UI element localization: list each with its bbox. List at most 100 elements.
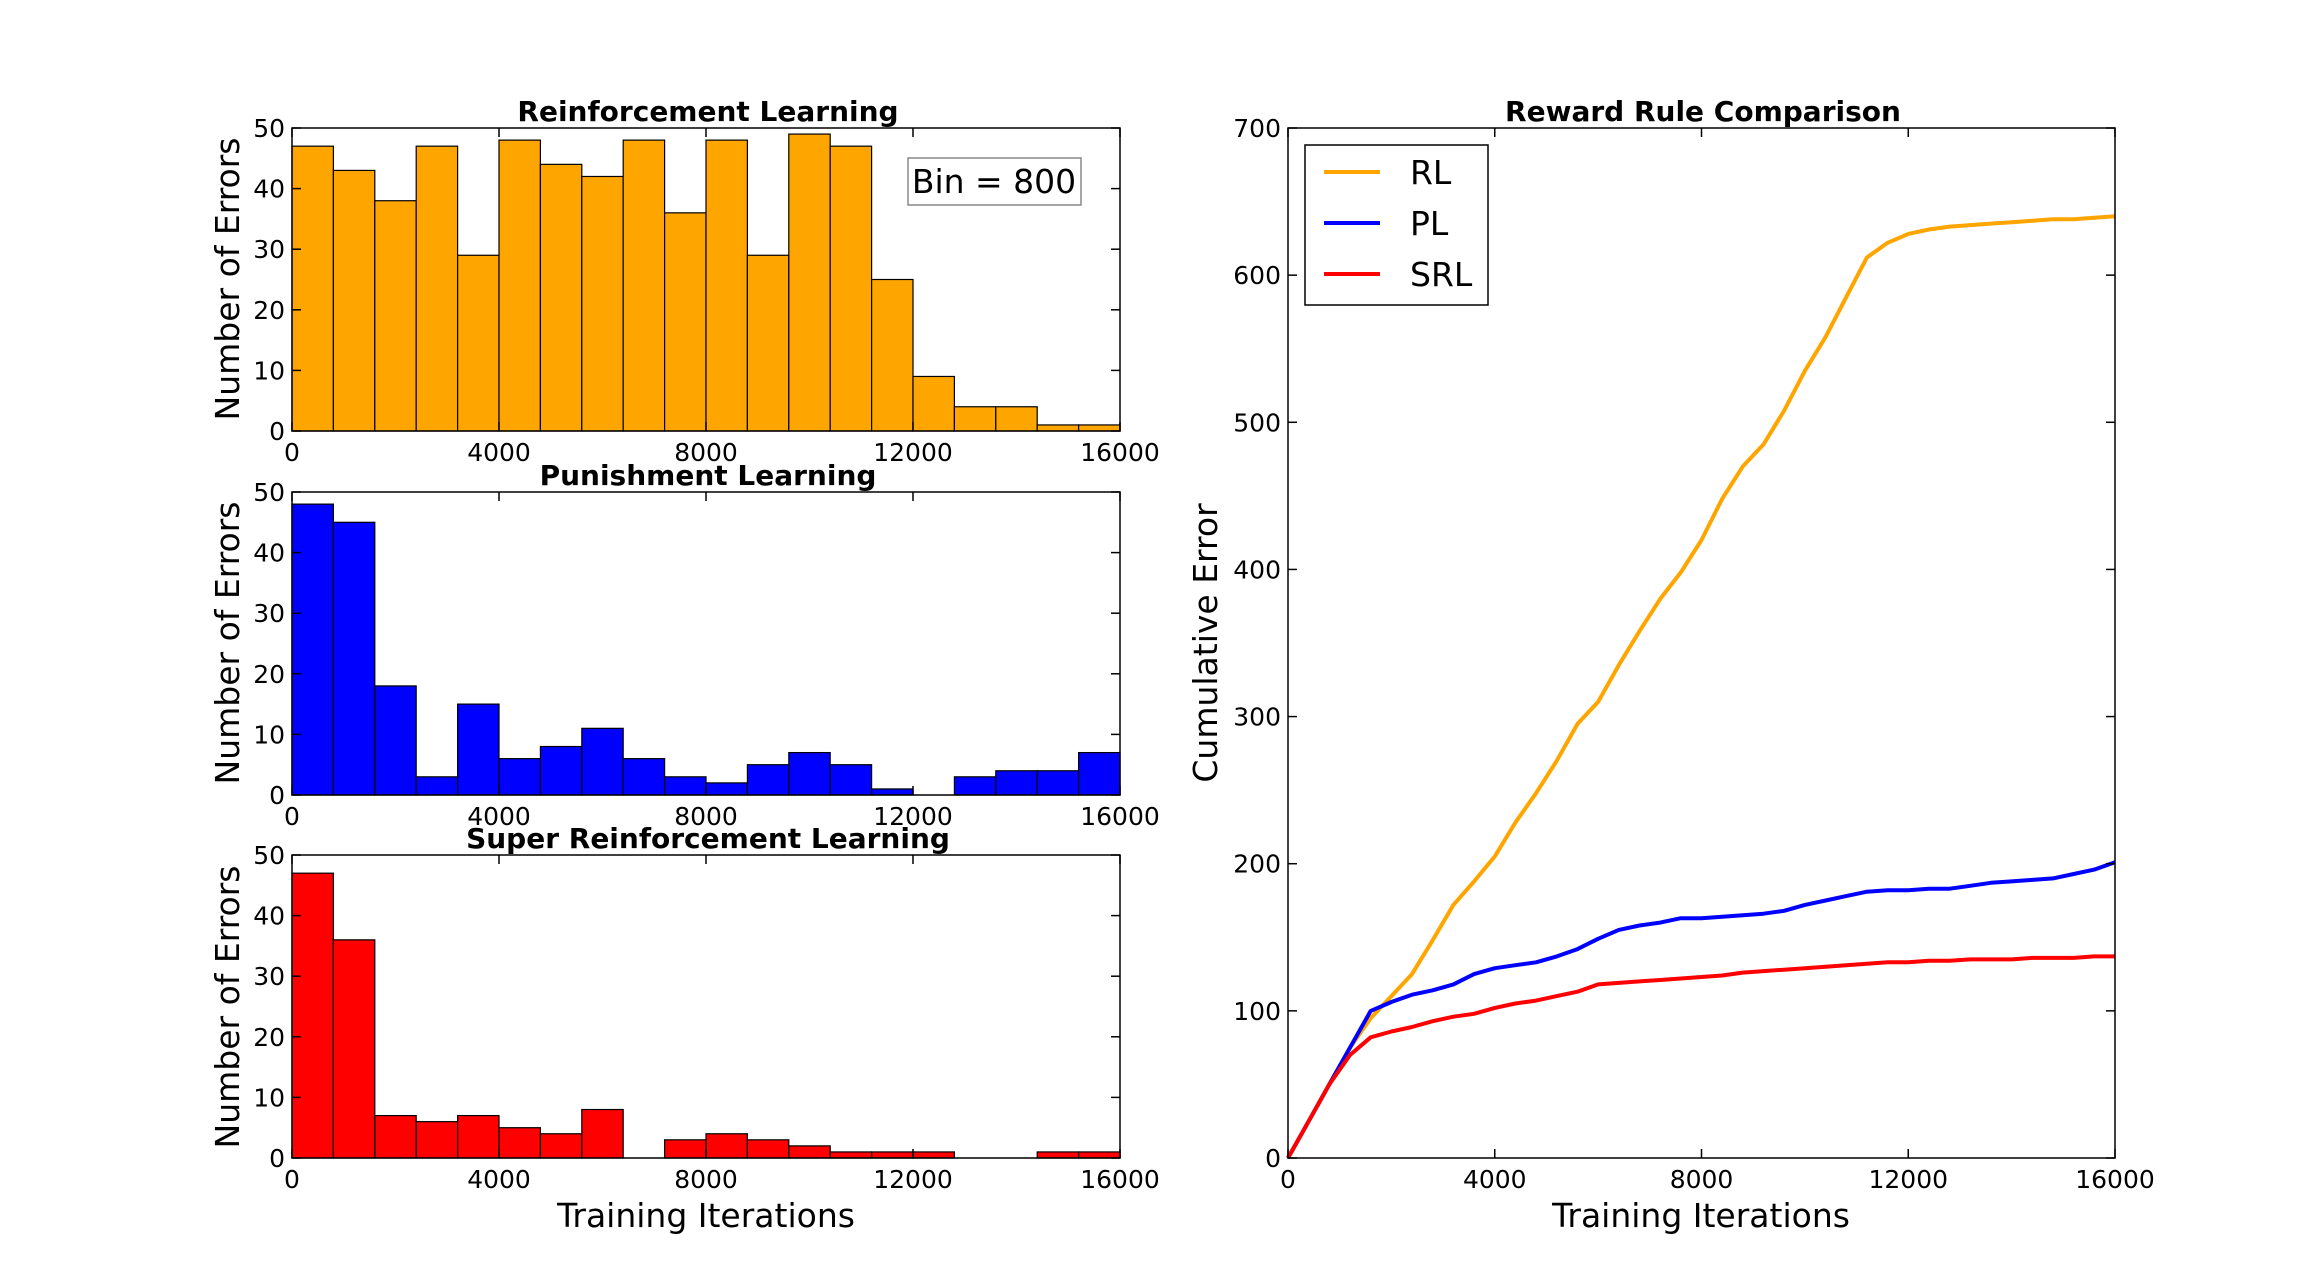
line-ytick-label: 600 <box>1233 261 1281 290</box>
srl-histogram-title: Super Reinforcement Learning <box>466 822 950 855</box>
pl-bar <box>663 776 707 796</box>
line-chart-ticks: 0 4000 8000 12000 16000 0 100 200 300 400 500 600 70… <box>1233 114 2154 1194</box>
pl-bar <box>415 776 459 796</box>
pl-ytick-label: 50 <box>253 478 285 507</box>
rl-bar <box>829 145 873 432</box>
pl-bar <box>291 503 335 796</box>
pl-bar <box>1077 751 1121 796</box>
line-ytick-label: 400 <box>1233 555 1281 584</box>
line-xtick-label: 16000 <box>2075 1165 2155 1194</box>
rl-bin-annotation-box <box>907 157 1082 206</box>
pl-bar <box>498 758 542 796</box>
rl-histogram-title: Reinforcement Learning <box>517 95 898 128</box>
line-xtick-label: 8000 <box>1670 1165 1734 1194</box>
rl-bar <box>415 145 459 432</box>
rl-ytick-label: 50 <box>253 114 285 143</box>
srl-bar <box>457 1114 500 1159</box>
line-ytick-label: 300 <box>1233 703 1281 732</box>
line-chart-series <box>1286 214 2116 1159</box>
legend-label-pl: PL <box>1410 204 1449 243</box>
series-line-srl <box>1286 954 2115 1159</box>
pl-bar <box>622 758 666 796</box>
pl-bar <box>705 782 749 796</box>
rl-bar <box>705 139 749 432</box>
pl-bar <box>581 727 624 796</box>
srl-xtick-label: 8000 <box>674 1165 738 1194</box>
pl-bar <box>1036 770 1080 796</box>
line-xtick-label: 4000 <box>1463 1165 1527 1194</box>
rl-bin-annotation: Bin = 800 <box>907 157 1082 206</box>
pl-xtick-label: 16000 <box>1080 802 1160 831</box>
srl-bar <box>870 1151 914 1159</box>
line-ytick-label: 200 <box>1233 850 1281 879</box>
srl-ytick-label: 30 <box>253 962 285 991</box>
srl-histogram-xlabel: Training Iterations <box>556 1196 855 1235</box>
pl-histogram-ticks: 0 4000 8000 12000 16000 0 10 20 30 40 50 <box>253 478 1160 831</box>
pl-ytick-label: 30 <box>253 599 285 628</box>
srl-ytick-label: 50 <box>253 841 285 870</box>
srl-ytick-label: 0 <box>269 1144 285 1173</box>
rl-bar <box>291 145 335 432</box>
pl-ytick-label: 20 <box>253 660 285 689</box>
rl-bar <box>788 133 831 432</box>
pl-bar <box>746 764 790 796</box>
rl-bar <box>870 278 914 432</box>
srl-bar <box>705 1133 749 1159</box>
rl-ytick-label: 0 <box>269 417 285 446</box>
srl-xtick-label: 4000 <box>467 1165 531 1194</box>
rl-bin-annotation-text: Bin = 800 <box>912 162 1076 201</box>
line-ytick-label: 0 <box>1265 1144 1281 1173</box>
rl-bar <box>663 212 707 432</box>
srl-bar <box>539 1133 583 1159</box>
pl-histogram-title: Punishment Learning <box>540 459 877 492</box>
rl-histogram-ylabel: Number of Errors <box>208 138 247 421</box>
rl-bar <box>912 375 956 432</box>
line-xtick-label: 0 <box>1280 1165 1296 1194</box>
line-ytick-label: 100 <box>1233 997 1281 1026</box>
pl-bar <box>539 745 583 796</box>
legend-label-rl: RL <box>1410 153 1452 192</box>
pl-ytick-label: 10 <box>253 720 285 749</box>
pl-histogram-ylabel: Number of Errors <box>208 502 247 785</box>
srl-histogram-frame <box>291 854 1121 1159</box>
legend-label-srl: SRL <box>1410 255 1473 294</box>
srl-bar <box>746 1139 790 1159</box>
rl-histogram: Reinforcement Learning 0 4000 8000 12000 160… <box>208 95 1160 467</box>
srl-histogram-ylabel: Number of Errors <box>208 866 247 1149</box>
srl-xtick-label: 12000 <box>873 1165 953 1194</box>
rl-bar <box>622 139 666 432</box>
rl-ytick-label: 20 <box>253 296 285 325</box>
rl-xtick-label: 8000 <box>674 438 738 467</box>
pl-bar <box>995 770 1038 796</box>
rl-bar <box>995 406 1038 432</box>
pl-histogram-bars <box>291 503 1121 796</box>
srl-bar <box>1036 1151 1080 1159</box>
rl-xtick-label: 0 <box>284 438 300 467</box>
line-chart-legend: RL PL SRL <box>1304 144 1489 306</box>
rl-ytick-label: 10 <box>253 356 285 385</box>
pl-bar <box>870 788 914 796</box>
line-ytick-label: 700 <box>1233 114 1281 143</box>
pl-bar <box>457 703 500 796</box>
pl-xtick-label: 12000 <box>873 802 953 831</box>
srl-bar <box>374 1114 417 1159</box>
rl-bar <box>498 139 542 432</box>
pl-xtick-label: 8000 <box>674 802 738 831</box>
rl-bar <box>332 169 376 432</box>
srl-ytick-label: 40 <box>253 902 285 931</box>
srl-histogram: Super Reinforcement Learning 0 4000 8000 12… <box>208 822 1160 1235</box>
pl-ytick-label: 40 <box>253 539 285 568</box>
srl-xtick-label: 16000 <box>1080 1165 1160 1194</box>
srl-bar <box>291 872 335 1159</box>
rl-bar <box>953 406 997 432</box>
pl-xtick-label: 4000 <box>467 802 531 831</box>
rl-ytick-label: 30 <box>253 235 285 264</box>
rl-bar <box>1036 424 1080 432</box>
rl-bar <box>374 200 417 432</box>
series-line-pl <box>1286 860 2116 1159</box>
line-chart-title: Reward Rule Comparison <box>1505 95 1901 128</box>
pl-xtick-label: 0 <box>284 802 300 831</box>
rl-bar <box>746 254 790 432</box>
line-chart-ylabel: Cumulative Error <box>1186 503 1225 783</box>
srl-bar <box>829 1151 873 1159</box>
